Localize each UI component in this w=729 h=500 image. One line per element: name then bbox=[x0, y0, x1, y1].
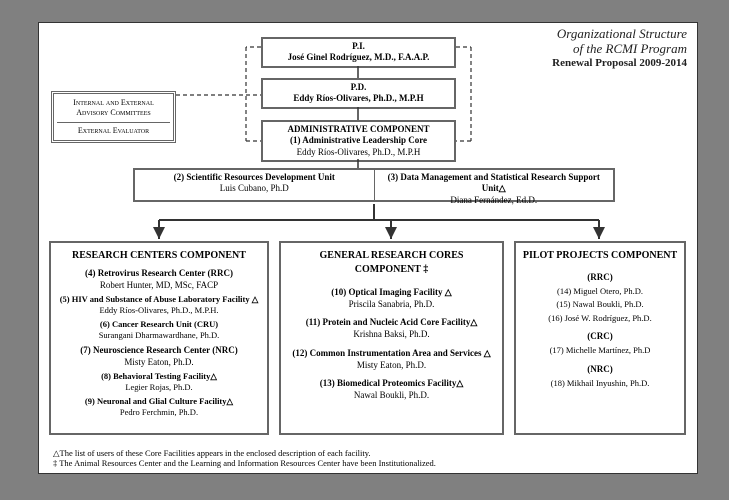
unit-dms: (3) Data Management and Statistical Rese… bbox=[375, 170, 614, 200]
cores-title: GENERAL RESEARCH CORES COMPONENT ‡ bbox=[287, 249, 496, 276]
i13-h: (13) Biomedical Proteomics Facility△ bbox=[320, 378, 463, 388]
i11-p: Krishna Baksi, Ph.D. bbox=[353, 329, 429, 339]
unit1-title: (2) Scientific Resources Development Uni… bbox=[139, 172, 370, 183]
i13-p: Nawal Boukli, Ph.D. bbox=[354, 390, 429, 400]
pd-name: Eddy Ríos-Olivares, Ph.D., M.P.H bbox=[267, 93, 450, 104]
unit1-person: Luis Cubano, Ph.D bbox=[139, 183, 370, 194]
s9: (9) Neuronal and Glial Culture Facility△… bbox=[57, 396, 261, 419]
pd-box: P.D. Eddy Ríos-Olivares, Ph.D., M.P.H bbox=[261, 78, 456, 109]
pilot-projects-box: PILOT PROJECTS COMPONENT (RRC) (14) Migu… bbox=[514, 241, 686, 435]
nrc-item: (7) Neuroscience Research Center (NRC) M… bbox=[57, 344, 261, 368]
p18: (18) Mikhail Inyushin, Ph.D. bbox=[522, 378, 678, 389]
units-row: (2) Scientific Resources Development Uni… bbox=[133, 168, 615, 202]
rrc-item: (4) Retrovirus Research Center (RRC) Rob… bbox=[57, 267, 261, 291]
i12-h: (12) Common Instrumentation Area and Ser… bbox=[292, 348, 490, 358]
org-chart-page: Organizational Structure of the RCMI Pro… bbox=[38, 22, 698, 474]
general-cores-box: GENERAL RESEARCH CORES COMPONENT ‡ (10) … bbox=[279, 241, 504, 435]
header-line2: of the RCMI Program bbox=[552, 42, 687, 57]
pilot-crc: (CRC) bbox=[522, 330, 678, 342]
s9-h: (9) Neuronal and Glial Culture Facility△ bbox=[85, 396, 233, 406]
research-title: RESEARCH CENTERS COMPONENT bbox=[57, 249, 261, 263]
pilot-rrc: (RRC) bbox=[522, 271, 678, 283]
header-title: Organizational Structure of the RCMI Pro… bbox=[552, 27, 687, 70]
s6-h: (6) Cancer Research Unit (CRU) bbox=[100, 319, 218, 329]
p14: (14) Miguel Otero, Ph.D. bbox=[522, 286, 678, 297]
s5-p: Eddy Ríos-Olivares, Ph.D., M.P.H. bbox=[99, 305, 218, 315]
s6: (6) Cancer Research Unit (CRU)Surangani … bbox=[57, 319, 261, 342]
advisory-bottom: External Evaluator bbox=[57, 126, 170, 136]
s5-h: (5) HIV and Substance of Abuse Laborator… bbox=[60, 294, 259, 304]
s8: (8) Behavioral Testing Facility△Legier R… bbox=[57, 371, 261, 394]
advisory-top: Internal and External Advisory Committee… bbox=[57, 98, 170, 123]
header-line1: Organizational Structure bbox=[552, 27, 687, 42]
pilot-title: PILOT PROJECTS COMPONENT bbox=[522, 249, 678, 263]
pilot-nrc: (NRC) bbox=[522, 363, 678, 375]
admin-box: ADMINISTRATIVE COMPONENT (1) Administrat… bbox=[261, 120, 456, 162]
i10: (10) Optical Imaging Facility △ Priscila … bbox=[287, 286, 496, 310]
i12: (12) Common Instrumentation Area and Ser… bbox=[287, 347, 496, 371]
i11: (11) Protein and Nucleic Acid Core Facil… bbox=[287, 316, 496, 340]
admin-line2: (1) Administrative Leadership Core bbox=[265, 135, 452, 146]
i11-h: (11) Protein and Nucleic Acid Core Facil… bbox=[306, 317, 478, 327]
admin-title: ADMINISTRATIVE COMPONENT bbox=[265, 124, 452, 135]
unit2-person: Diana Fernández, Ed.D. bbox=[379, 195, 610, 206]
footnote-1: △The list of users of these Core Facilit… bbox=[53, 448, 436, 459]
advisory-box: Internal and External Advisory Committee… bbox=[51, 91, 176, 143]
nrc-h: (7) Neuroscience Research Center (NRC) bbox=[80, 345, 237, 355]
footnotes: △The list of users of these Core Facilit… bbox=[53, 448, 436, 469]
pi-role: P.I. bbox=[267, 41, 450, 52]
pd-role: P.D. bbox=[267, 82, 450, 93]
i10-h: (10) Optical Imaging Facility △ bbox=[331, 287, 451, 297]
p15: (15) Nawal Boukli, Ph.D. bbox=[522, 299, 678, 310]
s8-p: Legier Rojas, Ph.D. bbox=[125, 382, 192, 392]
unit-srd: (2) Scientific Resources Development Uni… bbox=[135, 170, 375, 200]
s8-h: (8) Behavioral Testing Facility△ bbox=[101, 371, 217, 381]
header-line3: Renewal Proposal 2009-2014 bbox=[552, 57, 687, 70]
s9-p: Pedro Ferchmin, Ph.D. bbox=[120, 407, 198, 417]
unit2-title: (3) Data Management and Statistical Rese… bbox=[379, 172, 610, 195]
p17: (17) Michelle Martínez, Ph.D bbox=[522, 345, 678, 356]
footnote-2: ‡ The Animal Resources Center and the Le… bbox=[53, 458, 436, 469]
pi-box: P.I. José Ginel Rodríguez, M.D., F.A.A.P… bbox=[261, 37, 456, 68]
i12-p: Misty Eaton, Ph.D. bbox=[357, 360, 426, 370]
rrc-h: (4) Retrovirus Research Center (RRC) bbox=[85, 268, 233, 278]
admin-line3: Eddy Ríos-Olivares, Ph.D., M.P.H bbox=[265, 147, 452, 158]
rrc-p: Robert Hunter, MD, MSc, FACP bbox=[100, 280, 218, 290]
pi-name: José Ginel Rodríguez, M.D., F.A.A.P. bbox=[267, 52, 450, 63]
i13: (13) Biomedical Proteomics Facility△ Nawa… bbox=[287, 377, 496, 401]
s6-p: Surangani Dharmawardhane, Ph.D. bbox=[99, 330, 220, 340]
i10-p: Priscila Sanabria, Ph.D. bbox=[349, 299, 435, 309]
s5: (5) HIV and Substance of Abuse Laborator… bbox=[57, 294, 261, 317]
nrc-p: Misty Eaton, Ph.D. bbox=[124, 357, 193, 367]
research-centers-box: RESEARCH CENTERS COMPONENT (4) Retroviru… bbox=[49, 241, 269, 435]
p16: (16) José W. Rodríguez, Ph.D. bbox=[522, 313, 678, 324]
